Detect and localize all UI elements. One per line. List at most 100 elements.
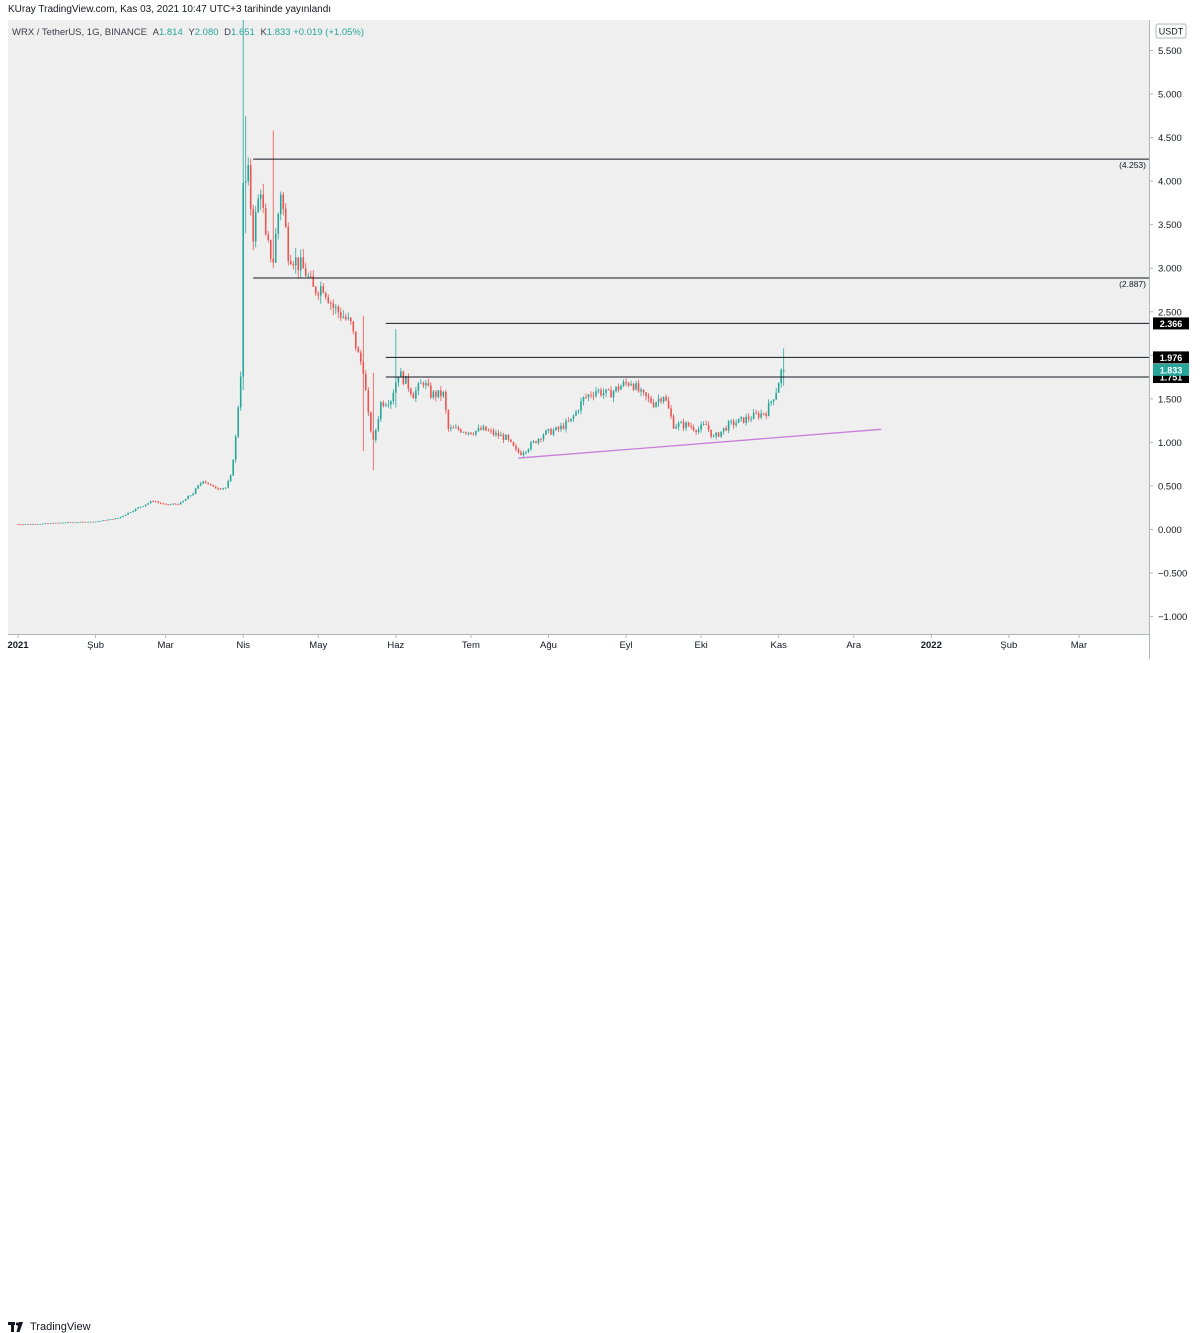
candle-body[interactable] [387,404,390,406]
candle-body[interactable] [324,292,327,298]
candle-body[interactable] [317,293,320,296]
candle-body[interactable] [522,452,525,456]
candle-body[interactable] [732,421,735,426]
candle-body[interactable] [552,430,555,435]
currency-box[interactable] [1155,23,1187,39]
candle-body[interactable] [355,331,357,349]
candle-body[interactable] [542,434,545,440]
candle-body[interactable] [687,422,690,427]
candle-body[interactable] [562,425,565,429]
candle-body[interactable] [262,194,265,209]
candle-body[interactable] [627,383,630,386]
candle-body[interactable] [670,408,672,417]
candle-body[interactable] [309,276,312,277]
candle-body[interactable] [112,519,114,520]
candle-body[interactable] [415,390,417,399]
candle-body[interactable] [595,391,597,396]
candle-body[interactable] [722,427,725,432]
candle-body[interactable] [725,427,727,431]
candle-body[interactable] [92,521,94,523]
candle-body[interactable] [362,361,365,374]
candle-body[interactable] [425,383,427,386]
candle-body[interactable] [380,402,382,419]
candle-body[interactable] [212,484,214,487]
candle-body[interactable] [29,523,32,525]
candle-body[interactable] [107,519,109,521]
candle-body[interactable] [64,522,67,524]
candle-body[interactable] [17,524,19,526]
candle-body[interactable] [279,194,282,214]
candle-body[interactable] [742,417,745,423]
candle-body[interactable] [52,523,54,524]
candle-body[interactable] [229,475,232,482]
candle-body[interactable] [645,392,647,397]
candle-body[interactable] [350,317,352,322]
candle-body[interactable] [119,516,122,519]
candle-body[interactable] [224,487,227,489]
candle-body[interactable] [164,503,167,505]
candle-body[interactable] [204,481,207,483]
candle-body[interactable] [750,419,752,420]
candle-body[interactable] [652,402,655,407]
candle-body[interactable] [735,422,737,426]
candle-body[interactable] [570,418,572,422]
candle-body[interactable] [410,388,412,394]
candle-body[interactable] [665,396,667,401]
candle-body[interactable] [767,402,770,417]
candle-body[interactable] [407,376,410,389]
candle-body[interactable] [327,297,330,304]
candle-body[interactable] [545,430,547,435]
candle-body[interactable] [730,421,732,422]
plot-area[interactable] [8,20,1149,634]
candle-body[interactable] [572,415,575,419]
candle-body[interactable] [102,520,104,522]
candle-body[interactable] [590,394,592,396]
candle-body[interactable] [385,404,387,406]
candle-body[interactable] [525,451,527,453]
candle-body[interactable] [122,515,124,517]
candle-body[interactable] [702,424,705,425]
candle-body[interactable] [397,376,400,383]
candle-body[interactable] [650,398,652,403]
candle-body[interactable] [297,257,300,271]
candle-body[interactable] [54,522,57,524]
candle-body[interactable] [292,263,295,266]
candle-body[interactable] [149,501,152,504]
candle-body[interactable] [382,402,385,406]
candle-body[interactable] [532,441,535,443]
candle-body[interactable] [647,396,650,399]
candle-body[interactable] [347,317,350,320]
candle-body[interactable] [422,382,425,386]
candle-body[interactable] [755,412,757,414]
candle-body[interactable] [682,422,685,428]
candle-body[interactable] [642,389,645,393]
candle-body[interactable] [392,392,395,402]
candle-body[interactable] [482,426,485,430]
candle-body[interactable] [465,432,467,434]
candle-body[interactable] [202,481,204,484]
candle-body[interactable] [452,427,455,429]
candle-body[interactable] [400,371,402,377]
candle-body[interactable] [337,306,340,313]
candle-body[interactable] [99,520,102,522]
candle-body[interactable] [502,434,505,440]
candle-body[interactable] [129,512,132,513]
candle-body[interactable] [259,194,262,199]
candle-body[interactable] [127,512,129,515]
candle-body[interactable] [580,401,582,411]
candle-body[interactable] [144,504,147,507]
candle-body[interactable] [575,411,577,416]
candle-body[interactable] [710,429,712,437]
candle-body[interactable] [282,194,285,209]
candle-body[interactable] [174,503,177,505]
candle-body[interactable] [527,449,530,452]
candle-body[interactable] [447,410,450,429]
candle-body[interactable] [257,198,260,212]
candle-body[interactable] [32,523,34,525]
candle-body[interactable] [49,523,52,524]
candle-body[interactable] [715,432,717,437]
support-trendline[interactable] [518,428,882,459]
candle-body[interactable] [692,427,695,431]
candle-body[interactable] [500,434,502,437]
candle-body[interactable] [124,514,127,516]
